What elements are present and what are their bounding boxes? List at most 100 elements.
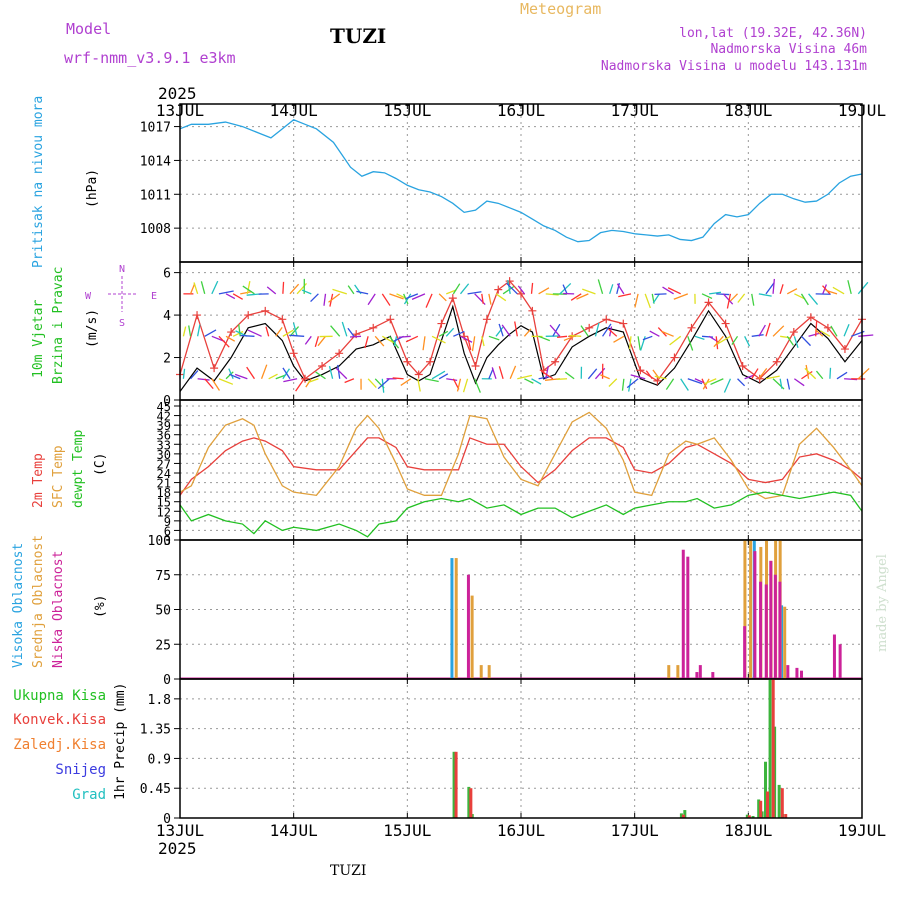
compass-e: E xyxy=(151,291,157,302)
wind-barb xyxy=(240,335,254,336)
wind-barb xyxy=(489,336,499,340)
wind-barb xyxy=(219,379,233,385)
temp-ylabel: (C) xyxy=(93,453,108,476)
x-tick-label-top: 16JUL xyxy=(497,101,545,120)
y-tick-label: 1008 xyxy=(140,222,171,237)
model-label: Model xyxy=(66,20,111,38)
y-tick-label: 1.35 xyxy=(140,723,171,738)
wind-barb xyxy=(668,288,681,294)
y-tick-label: 6 xyxy=(163,267,171,282)
wind-barb xyxy=(473,336,475,351)
lonlat: lon,lat (19.32E, 42.36N) xyxy=(679,26,867,41)
wind-barb xyxy=(183,327,185,337)
wind-barb xyxy=(399,336,411,337)
wind-barb xyxy=(311,294,319,302)
x-tick-label-bottom: 13JUL xyxy=(156,821,204,840)
bar-niska-oblacnost xyxy=(711,672,714,679)
wind-barb xyxy=(730,294,737,301)
wind-barb xyxy=(356,291,368,293)
y-tick-label: 0.9 xyxy=(148,752,171,767)
wind-barb xyxy=(557,379,567,380)
y-tick-label: 2 xyxy=(163,352,171,367)
x-tick-label-top: 17JUL xyxy=(611,101,659,120)
x-tick-label-bottom: 17JUL xyxy=(611,821,659,840)
bar-srednja-oblacnost xyxy=(749,540,752,679)
wind-barb xyxy=(858,368,869,378)
compass-w: W xyxy=(85,291,92,302)
temp-title-2: SFC Temp xyxy=(51,445,66,508)
wind-barb xyxy=(600,375,609,379)
x-tick-label-top: 13JUL xyxy=(156,101,204,120)
panel-frame xyxy=(180,679,862,818)
x-tick-label-bottom: 14JUL xyxy=(270,821,318,840)
bar-srednja-oblacnost xyxy=(667,665,670,679)
wind-barb xyxy=(766,323,770,336)
wind-barb xyxy=(582,289,595,294)
gust-mark xyxy=(261,307,269,315)
wind-barb xyxy=(458,379,461,392)
year-bottom: 2025 xyxy=(158,839,197,858)
wind-barb xyxy=(283,379,297,382)
wind-barb xyxy=(650,331,660,336)
gust-mark xyxy=(437,320,445,328)
elevation: Nadmorska Visina 46m xyxy=(710,42,867,57)
compass-s: S xyxy=(119,318,125,329)
wind-barb xyxy=(738,294,745,303)
bar-srednja-oblacnost xyxy=(676,665,679,679)
wind-barb xyxy=(375,336,384,346)
wind-barb xyxy=(787,289,797,294)
wind-barb xyxy=(345,379,354,383)
legend-ukupna: Ukupna Kisa xyxy=(13,688,106,704)
gust-mark xyxy=(483,315,491,323)
bar-niska-oblacnost xyxy=(759,582,762,679)
wind-barb xyxy=(830,368,831,379)
model-name: wrf-nmm_v3.9.1 e3km xyxy=(64,49,236,67)
wind-barb xyxy=(848,280,851,294)
wind-barb xyxy=(489,294,491,305)
gust-mark xyxy=(369,324,377,332)
bar-srednja-oblacnost xyxy=(783,607,786,679)
x-tick-label-top: 18JUL xyxy=(724,101,772,120)
wind-barb xyxy=(240,292,252,294)
wind-barb xyxy=(464,379,468,392)
gust-mark xyxy=(688,324,696,332)
wind-barb xyxy=(426,294,432,308)
wind-barb xyxy=(425,379,439,382)
bar-niska-oblacnost xyxy=(769,561,772,679)
wind-barb xyxy=(267,287,276,294)
wind-barb xyxy=(610,284,613,293)
y-tick-label: 0.45 xyxy=(140,782,171,797)
wind-barb xyxy=(688,336,693,350)
gust-mark xyxy=(602,315,610,323)
meteogram-label: Meteogram xyxy=(520,0,601,18)
bar-konvek-kisa xyxy=(781,788,784,818)
wind-barb xyxy=(595,368,604,378)
gust-mark xyxy=(585,324,593,332)
wind-barb xyxy=(588,369,596,379)
gust-mark xyxy=(386,315,394,323)
wind-barb xyxy=(773,379,784,389)
bar-niska-oblacnost xyxy=(686,557,689,679)
cloud-title-1: Visoka Oblacnost xyxy=(11,543,26,668)
bar-niska-oblacnost xyxy=(778,582,781,679)
wind-barb xyxy=(348,286,354,294)
wind-barb xyxy=(794,379,804,386)
wind-barb xyxy=(262,365,267,379)
wind-barb xyxy=(324,294,326,306)
wind-barb xyxy=(638,336,640,350)
model-elevation: Nadmorska Visina u modelu 143.131m xyxy=(601,59,867,74)
bar-niska-oblacnost xyxy=(695,672,698,679)
bar-ukupna-kisa xyxy=(778,785,781,818)
wind-barb xyxy=(539,336,550,340)
wind-barb xyxy=(666,379,673,390)
wind-barb xyxy=(837,372,847,378)
compass-cross xyxy=(108,276,136,312)
bar-konvek-kisa xyxy=(455,752,458,818)
wind-barb xyxy=(752,335,764,337)
x-tick-label-bottom: 16JUL xyxy=(497,821,545,840)
station-title: TUZI xyxy=(330,24,386,48)
gust-mark xyxy=(290,349,298,357)
gust-mark xyxy=(210,364,218,372)
